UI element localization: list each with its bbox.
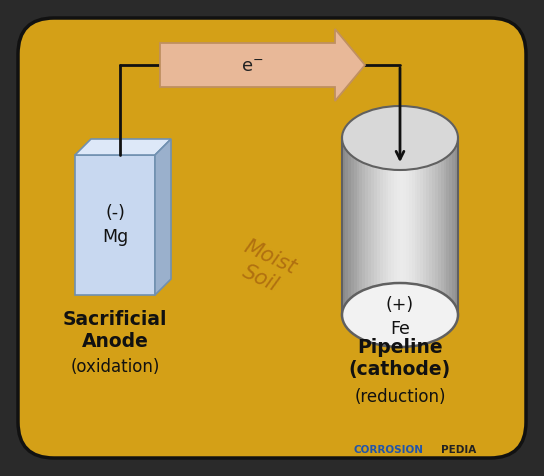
Ellipse shape	[342, 106, 458, 170]
Polygon shape	[409, 138, 412, 315]
Polygon shape	[380, 138, 382, 315]
Polygon shape	[426, 138, 429, 315]
Polygon shape	[438, 138, 441, 315]
Polygon shape	[356, 138, 360, 315]
Polygon shape	[382, 138, 386, 315]
Polygon shape	[160, 29, 365, 101]
Polygon shape	[455, 138, 458, 315]
Polygon shape	[342, 138, 345, 315]
Polygon shape	[432, 138, 435, 315]
Polygon shape	[377, 138, 380, 315]
Polygon shape	[443, 138, 447, 315]
Polygon shape	[348, 138, 351, 315]
Polygon shape	[400, 138, 403, 315]
Text: (oxidation): (oxidation)	[70, 358, 160, 376]
Text: (-)
Mg: (-) Mg	[102, 204, 128, 247]
Polygon shape	[368, 138, 371, 315]
Polygon shape	[449, 138, 452, 315]
Polygon shape	[360, 138, 362, 315]
Text: Moist
Soil: Moist Soil	[231, 237, 299, 299]
Polygon shape	[429, 138, 432, 315]
Polygon shape	[417, 138, 421, 315]
Text: (+)
Fe: (+) Fe	[386, 296, 414, 338]
Text: e$^{-}$: e$^{-}$	[241, 58, 264, 76]
Polygon shape	[362, 138, 365, 315]
Polygon shape	[374, 138, 377, 315]
Polygon shape	[351, 138, 354, 315]
Polygon shape	[365, 138, 368, 315]
Polygon shape	[386, 138, 388, 315]
Polygon shape	[155, 139, 171, 295]
Polygon shape	[397, 138, 400, 315]
Text: Sacrificial
Anode: Sacrificial Anode	[63, 310, 167, 351]
Polygon shape	[412, 138, 415, 315]
Polygon shape	[403, 138, 406, 315]
Text: Pipeline
(cathode): Pipeline (cathode)	[349, 338, 451, 379]
Text: (reduction): (reduction)	[354, 388, 446, 406]
Text: PEDIA: PEDIA	[441, 445, 476, 455]
FancyBboxPatch shape	[18, 18, 526, 458]
Polygon shape	[75, 139, 171, 155]
Polygon shape	[406, 138, 409, 315]
Polygon shape	[394, 138, 397, 315]
Polygon shape	[388, 138, 391, 315]
Polygon shape	[452, 138, 455, 315]
Polygon shape	[435, 138, 438, 315]
Polygon shape	[415, 138, 417, 315]
Text: CORROSION: CORROSION	[354, 445, 424, 455]
Polygon shape	[75, 155, 155, 295]
Polygon shape	[354, 138, 356, 315]
Polygon shape	[345, 138, 348, 315]
Polygon shape	[441, 138, 443, 315]
Polygon shape	[421, 138, 423, 315]
Polygon shape	[423, 138, 426, 315]
Polygon shape	[371, 138, 374, 315]
Polygon shape	[391, 138, 394, 315]
Polygon shape	[447, 138, 449, 315]
Ellipse shape	[342, 283, 458, 347]
